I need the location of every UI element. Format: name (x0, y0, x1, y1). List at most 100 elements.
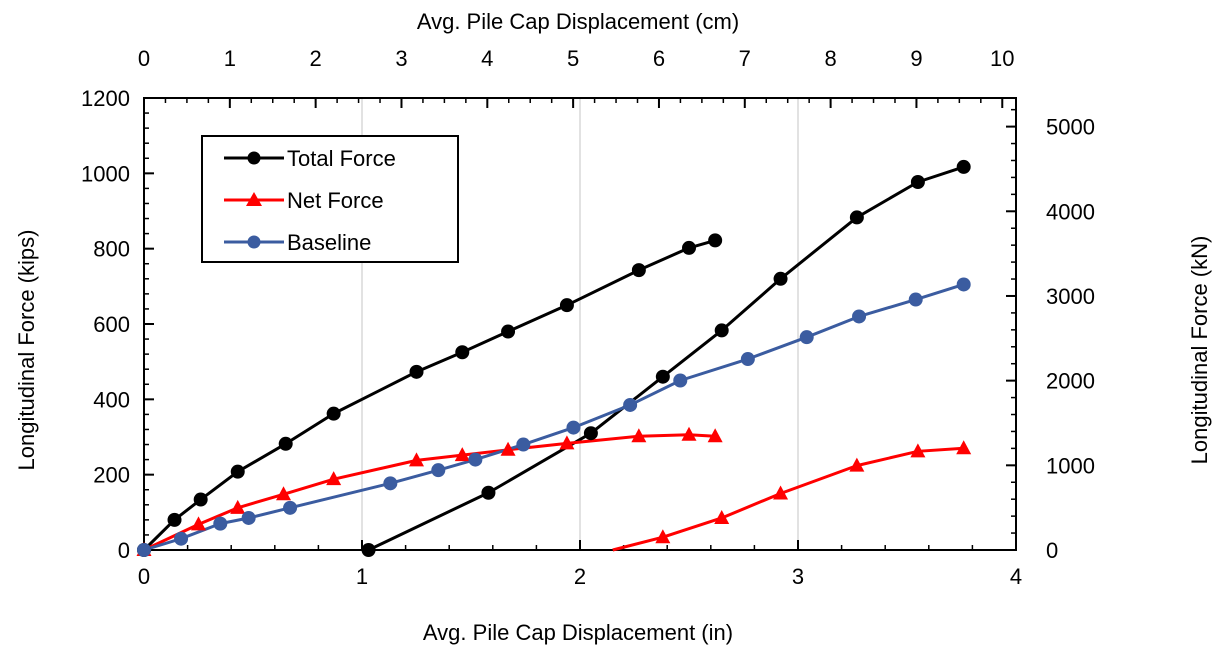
data-point-net-force (559, 435, 575, 450)
data-point-baseline (137, 543, 151, 557)
legend: Total Force Net Force Baseline (201, 135, 459, 263)
legend-marker-net-force (246, 192, 262, 206)
data-point-net-force (849, 457, 865, 472)
data-point-total-force (773, 271, 788, 286)
data-point-total-force (193, 492, 208, 507)
y2-axis-title: Longitudinal Force (kN) (1187, 236, 1212, 465)
y2-tick-label: 1000 (1046, 453, 1095, 478)
data-point-net-force (910, 443, 926, 458)
data-point-baseline (516, 437, 531, 452)
y-tick-label: 800 (93, 237, 130, 262)
data-point-baseline (283, 500, 298, 515)
data-point-total-force (708, 233, 723, 248)
data-point-baseline (468, 452, 483, 467)
x2-tick-label: 4 (481, 46, 493, 71)
data-point-net-force (773, 485, 789, 500)
x-tick-label: 3 (792, 564, 804, 589)
y2-tick-label: 2000 (1046, 369, 1095, 394)
data-point-baseline (908, 292, 923, 307)
x2-tick-label: 6 (653, 46, 665, 71)
y-tick-label: 1000 (81, 161, 130, 186)
x2-tick-label: 9 (910, 46, 922, 71)
y2-tick-label: 3000 (1046, 284, 1095, 309)
data-point-net-force (454, 447, 470, 462)
data-point-net-force (655, 529, 671, 544)
x-tick-label: 0 (138, 564, 150, 589)
data-point-total-force (655, 369, 670, 384)
x2-tick-label: 8 (824, 46, 836, 71)
x2-tick-label: 3 (395, 46, 407, 71)
x2-tick-label: 7 (739, 46, 751, 71)
data-point-baseline (623, 397, 638, 412)
x2-tick-label: 10 (990, 46, 1014, 71)
data-point-baseline (673, 373, 688, 388)
y-tick-label: 200 (93, 463, 130, 488)
y-axis-title: Longitudinal Force (kips) (14, 230, 39, 471)
y-tick-label: 400 (93, 387, 130, 412)
data-point-net-force (956, 440, 972, 455)
x-tick-label: 1 (356, 564, 368, 589)
data-point-total-force (910, 174, 925, 189)
series-markers (136, 159, 972, 557)
tick-labels: 0 1 2 3 40 1 2 3 4 5 6 7 8 9 1002004006008001000120001… (81, 46, 1095, 589)
legend-marker-total-force (247, 151, 261, 165)
data-point-net-force (230, 499, 246, 514)
x-axis-title: Avg. Pile Cap Displacement (in) (423, 620, 733, 645)
legend-label-net-force: Net Force (287, 188, 384, 213)
data-point-baseline (174, 531, 189, 546)
data-point-total-force (481, 485, 496, 500)
y2-tick-label: 0 (1046, 538, 1058, 563)
x-tick-label: 4 (1010, 564, 1022, 589)
data-point-net-force (714, 509, 730, 524)
data-point-total-force (956, 159, 971, 174)
data-point-baseline (956, 277, 971, 292)
x-tick-label: 2 (574, 564, 586, 589)
data-point-total-force (583, 426, 598, 441)
data-point-net-force (409, 452, 424, 467)
data-point-baseline (740, 352, 755, 367)
data-point-baseline (383, 476, 398, 491)
data-point-baseline (566, 420, 581, 435)
x2-tick-label: 1 (224, 46, 236, 71)
series-line-net-force (143, 433, 716, 552)
data-point-net-force (681, 426, 697, 441)
x2-tick-label: 0 (138, 46, 150, 71)
data-point-net-force (326, 471, 342, 486)
data-point-baseline (431, 463, 446, 478)
data-point-total-force (167, 512, 182, 527)
data-point-net-force (631, 428, 647, 443)
data-point-total-force (849, 210, 864, 225)
y2-tick-label: 5000 (1046, 115, 1095, 140)
data-point-net-force (276, 486, 292, 501)
legend-label-total-force: Total Force (287, 146, 396, 171)
data-point-total-force (361, 543, 376, 557)
data-point-net-force (191, 516, 206, 531)
x2-axis-title: Avg. Pile Cap Displacement (cm) (417, 9, 739, 34)
data-point-total-force (278, 436, 293, 451)
data-point-net-force (500, 441, 516, 456)
legend-entry-net-force: Net Force (224, 188, 384, 213)
data-point-baseline (852, 309, 867, 324)
x2-tick-label: 5 (567, 46, 579, 71)
legend-entry-baseline: Baseline (224, 230, 371, 255)
y-tick-label: 1200 (81, 86, 130, 111)
data-point-total-force (326, 406, 341, 421)
y-tick-label: 600 (93, 312, 130, 337)
data-point-total-force (682, 240, 696, 255)
data-point-baseline (213, 516, 228, 531)
data-point-total-force (230, 464, 245, 479)
data-point-total-force (559, 298, 574, 313)
y-tick-label: 0 (118, 538, 130, 563)
data-point-baseline (241, 510, 256, 525)
legend-label-baseline: Baseline (287, 230, 371, 255)
data-point-total-force (631, 263, 646, 278)
data-point-baseline (799, 330, 814, 345)
y2-tick-label: 4000 (1046, 199, 1095, 224)
data-point-total-force (501, 324, 516, 339)
legend-marker-baseline (247, 235, 261, 249)
data-point-total-force (455, 345, 470, 360)
data-point-net-force (707, 428, 723, 443)
x2-tick-label: 2 (310, 46, 322, 71)
